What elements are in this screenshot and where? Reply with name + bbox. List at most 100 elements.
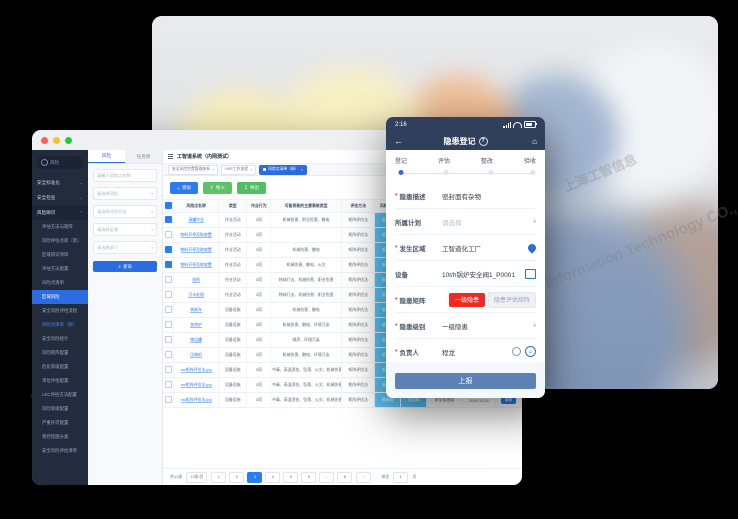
filter-field-1[interactable]: 请输入风险点名称 xyxy=(93,169,157,182)
step-dot-acceptance[interactable] xyxy=(530,170,536,175)
row-checkbox[interactable] xyxy=(164,321,172,328)
goto-input[interactable]: 1 xyxy=(393,471,409,483)
gear-icon[interactable] xyxy=(512,347,521,356)
row-checkbox-cell[interactable] xyxy=(163,272,175,288)
page-button-5[interactable]: 5 xyxy=(283,471,299,483)
row-checkbox[interactable] xyxy=(164,276,172,283)
back-arrow-icon[interactable]: ← xyxy=(394,136,403,146)
sidebar-item-16[interactable]: 管控措施分类 xyxy=(42,434,69,439)
field-value[interactable]: 一级隐患 ▾ xyxy=(442,321,536,331)
page-button-2[interactable]: 2 xyxy=(229,471,245,483)
sidebar-item-3[interactable]: 区域辨识项目 xyxy=(42,252,69,257)
cell-risk-name[interactable]: 清罐作业 xyxy=(173,212,220,228)
row-edit-button[interactable]: 编辑 xyxy=(500,396,517,404)
page-button-3[interactable]: 3 xyxy=(247,471,263,483)
row-checkbox[interactable] xyxy=(164,381,172,388)
cell-risk-name[interactable]: 物料开停及取放置 xyxy=(173,242,220,258)
step-label-1[interactable]: 登记 xyxy=(395,159,408,165)
row-checkbox-cell[interactable] xyxy=(163,317,175,333)
sidebar-item-5[interactable]: 风险点清单 xyxy=(42,280,64,285)
field-value[interactable]: 工智道化工厂 xyxy=(442,241,538,254)
scan-code-icon[interactable] xyxy=(525,268,536,279)
row-checkbox[interactable] xyxy=(164,261,172,268)
step-dot-rectification[interactable] xyxy=(488,170,494,175)
sidebar-item-17[interactable]: 安全风险评估清单 xyxy=(42,448,78,453)
row-checkbox[interactable] xyxy=(164,396,172,403)
table-row[interactable]: mc矩阵评估法.jpg 设备设施 3项 中毒、高温烫伤、坠落、火灾、机械伤害、职业危害… xyxy=(163,392,522,408)
row-checkbox[interactable] xyxy=(164,366,172,373)
sidebar-item-10[interactable]: 风险矩阵配置 xyxy=(42,350,69,355)
sidebar-search-input[interactable]: 风险 xyxy=(37,156,83,169)
step-label-3[interactable]: 整改 xyxy=(480,159,493,165)
field-owner[interactable]: • 负责人 程龙 ☺ xyxy=(395,339,536,362)
device-input[interactable]: 10t/h锅炉安全阀1_P0001 xyxy=(442,271,515,279)
field-value[interactable]: 请选择 ▾ xyxy=(442,217,536,227)
content-tab-3[interactable]: 风险点清单（新） × xyxy=(259,164,307,175)
field-area[interactable]: • 发生区域 工智道化工厂 xyxy=(395,235,538,261)
page-size-select[interactable]: 10条/页 xyxy=(186,471,208,483)
matrix-button[interactable]: 隐患评估矩阵 xyxy=(487,291,536,308)
filter-search-button[interactable]: ⌕ 查询 xyxy=(93,261,157,272)
menu-icon[interactable] xyxy=(168,154,173,159)
sidebar-item-6[interactable]: 区域风险 xyxy=(32,290,88,304)
sidebar-item-8[interactable]: 风险点清单（新） xyxy=(42,322,78,327)
row-checkbox[interactable] xyxy=(164,246,172,253)
sidebar-item-15[interactable]: 严重许可配置 xyxy=(42,420,69,425)
cell-risk-name[interactable]: mc矩阵评估法.jpg xyxy=(173,377,220,393)
row-checkbox-cell[interactable] xyxy=(163,257,175,273)
field-value[interactable]: 密封面有杂物 xyxy=(442,191,536,201)
step-dot-registration[interactable] xyxy=(398,170,404,175)
sidebar-item-12[interactable]: 单位评估配置 xyxy=(42,378,69,383)
row-checkbox-cell[interactable] xyxy=(163,392,175,408)
close-icon[interactable]: × xyxy=(250,167,253,172)
page-button-6[interactable]: 6 xyxy=(301,471,317,483)
tab-task[interactable]: 任务项 xyxy=(125,150,162,163)
field-value[interactable]: 10t/h锅炉安全阀1_P0001 xyxy=(442,268,536,279)
cell-risk-name[interactable]: 物料开停及取放置 xyxy=(173,257,220,273)
home-icon[interactable]: ⌂ xyxy=(532,136,537,146)
area-input[interactable]: 工智道化工厂 xyxy=(442,245,481,253)
field-description[interactable]: • 隐患描述 密封面有杂物 xyxy=(395,183,536,209)
filter-field-3[interactable]: 请选择评估方法 ▾ xyxy=(93,205,157,218)
field-plan[interactable]: 所属计划 请选择 ▾ xyxy=(395,209,536,235)
row-checkbox[interactable] xyxy=(164,231,172,238)
cell-risk-name[interactable]: 压缩机 xyxy=(173,347,220,363)
next-page-button[interactable]: › xyxy=(356,471,372,483)
sidebar-group-risk-identification[interactable]: 风险辨识 ⌃ xyxy=(32,205,88,220)
row-checkbox-cell[interactable] xyxy=(163,332,175,348)
tab-risk[interactable]: 风险 xyxy=(88,150,125,163)
sidebar-item-2[interactable]: 风险评估点库（新） xyxy=(42,238,82,243)
sidebar-item-14[interactable]: 风险等级配置 xyxy=(42,406,69,411)
step-label-2[interactable]: 评估 xyxy=(437,159,450,165)
description-input[interactable]: 密封面有杂物 xyxy=(442,193,481,201)
step-label-4[interactable]: 验收 xyxy=(523,159,536,165)
cell-risk-name[interactable]: 污水处理 xyxy=(173,287,220,303)
sidebar-group-inspection[interactable]: 安全检查 ⌄ xyxy=(32,190,88,205)
sidebar-item-11[interactable]: 危化等级配置 xyxy=(42,364,69,369)
content-tab-2[interactable]: HSE工作流程 × xyxy=(221,164,257,175)
cell-risk-name[interactable]: mc矩阵评估法.jpg xyxy=(173,392,220,408)
close-icon[interactable]: × xyxy=(300,167,303,172)
sidebar-item-13[interactable]: LEC评估方法配置 xyxy=(42,392,77,397)
field-device[interactable]: 设备 10t/h锅炉安全阀1_P0001 xyxy=(395,261,536,287)
field-level[interactable]: • 隐患级别 一级隐患 ▾ xyxy=(395,313,536,339)
filter-field-5[interactable]: 请选择部门 ▾ xyxy=(93,241,157,254)
page-button-…[interactable]: … xyxy=(319,471,335,483)
location-pin-icon[interactable] xyxy=(526,241,538,254)
row-checkbox-cell[interactable] xyxy=(163,377,175,393)
row-checkbox[interactable] xyxy=(164,216,172,223)
cell-risk-name[interactable]: 巡检 xyxy=(173,272,220,288)
page-button-1[interactable]: 1 xyxy=(211,471,227,483)
filter-field-4[interactable]: 请选择区域 ▾ xyxy=(93,223,157,236)
page-button-8[interactable]: 8 xyxy=(337,471,353,483)
row-checkbox-cell[interactable] xyxy=(163,227,175,243)
cell-risk-name[interactable]: mc矩阵评估法.jpg xyxy=(173,362,220,378)
close-icon[interactable]: × xyxy=(211,167,215,172)
level-select[interactable]: 一级隐患 xyxy=(442,323,468,331)
person-picker-icon[interactable]: ☺ xyxy=(525,346,536,357)
sidebar-group-standardization[interactable]: 安全标准化 ⌄ xyxy=(32,175,88,190)
row-checkbox-cell[interactable] xyxy=(163,347,175,363)
row-checkbox[interactable] xyxy=(164,336,172,343)
sidebar-item-7[interactable]: 安全风险评估流程 xyxy=(42,308,78,313)
cell-risk-name[interactable]: 物料开停及取放置 xyxy=(173,227,220,243)
